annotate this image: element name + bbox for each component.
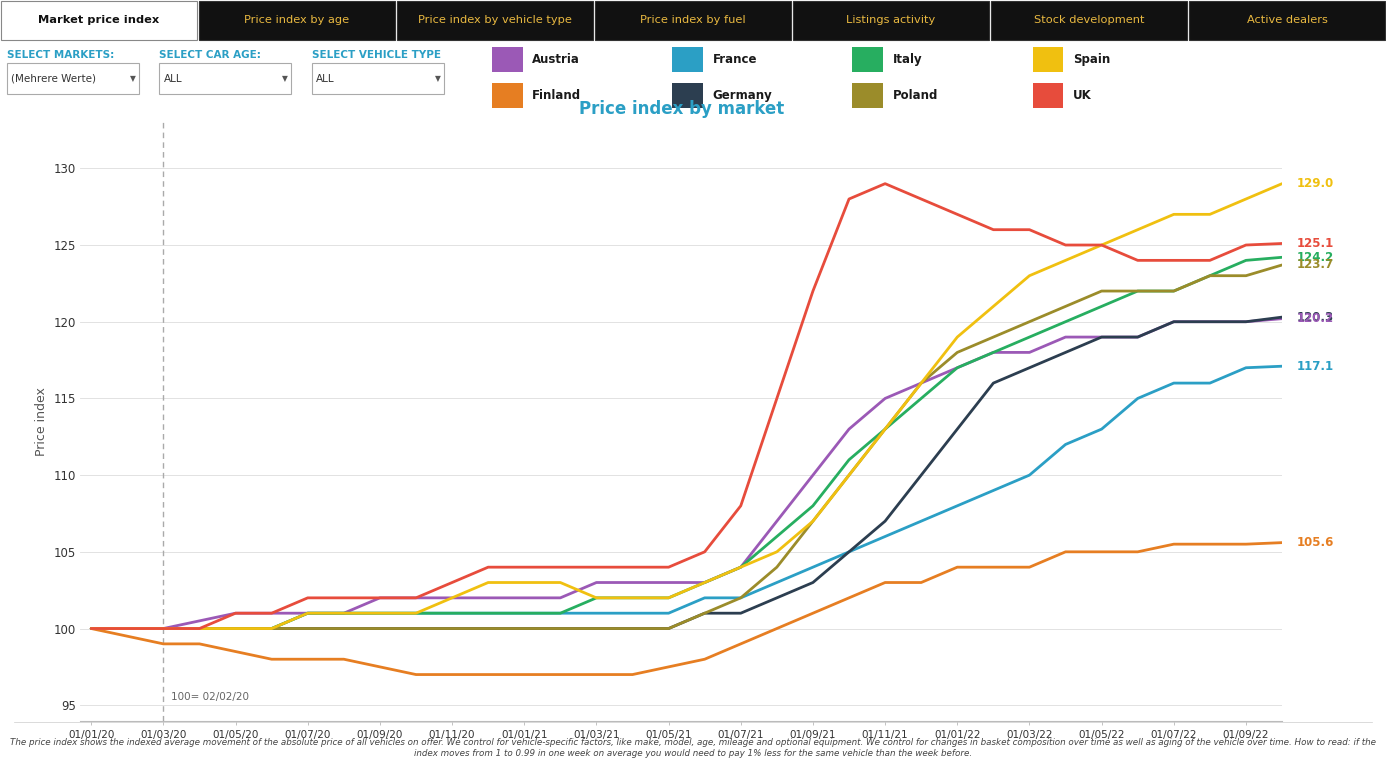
Text: ALL: ALL (316, 74, 334, 84)
Text: 120.2: 120.2 (1296, 312, 1333, 325)
Text: SELECT CAR AGE:: SELECT CAR AGE: (159, 51, 262, 60)
Text: ▼: ▼ (130, 75, 136, 83)
Text: 100= 02/02/20: 100= 02/02/20 (170, 693, 248, 702)
Text: Poland: Poland (893, 89, 938, 102)
Text: UK: UK (1073, 89, 1092, 102)
Bar (1, 1, 197, 40)
Bar (852, 83, 883, 108)
Bar (1033, 47, 1063, 72)
Bar (1189, 1, 1385, 40)
Bar (1033, 83, 1063, 108)
Bar (492, 47, 523, 72)
Text: 129.0: 129.0 (1296, 177, 1333, 190)
Bar (596, 1, 790, 40)
Title: Price index by market: Price index by market (578, 100, 784, 118)
Bar (7, 63, 139, 94)
Text: Market price index: Market price index (39, 16, 159, 25)
Text: 124.2: 124.2 (1296, 251, 1333, 264)
Bar (200, 1, 395, 40)
Text: Spain: Spain (1073, 53, 1110, 65)
Bar (793, 1, 988, 40)
Text: ▼: ▼ (435, 75, 441, 83)
Text: SELECT MARKETS:: SELECT MARKETS: (7, 51, 114, 60)
Text: Italy: Italy (893, 53, 922, 65)
Bar (492, 83, 523, 108)
Text: 125.1: 125.1 (1296, 237, 1333, 250)
Text: Price index by fuel: Price index by fuel (640, 16, 746, 25)
Y-axis label: Price index: Price index (35, 387, 49, 456)
Text: 117.1: 117.1 (1296, 360, 1333, 372)
Bar (991, 1, 1186, 40)
Text: Finland: Finland (532, 89, 581, 102)
Bar (672, 83, 703, 108)
Text: ▼: ▼ (283, 75, 288, 83)
Bar (672, 47, 703, 72)
Text: Austria: Austria (532, 53, 581, 65)
Text: 123.7: 123.7 (1296, 259, 1333, 271)
Text: Price index by vehicle type: Price index by vehicle type (419, 16, 572, 25)
Bar (159, 63, 291, 94)
Text: France: France (712, 53, 757, 65)
Text: ALL: ALL (164, 74, 182, 84)
Text: (Mehrere Werte): (Mehrere Werte) (11, 74, 96, 84)
Text: 105.6: 105.6 (1296, 536, 1333, 549)
Text: Listings activity: Listings activity (847, 16, 936, 25)
Bar (852, 47, 883, 72)
Text: The price index shows the indexed average movement of the absolute price of all : The price index shows the indexed averag… (10, 738, 1376, 757)
Text: SELECT VEHICLE TYPE: SELECT VEHICLE TYPE (312, 51, 441, 60)
Text: Germany: Germany (712, 89, 772, 102)
Bar (398, 1, 593, 40)
Bar (312, 63, 444, 94)
Text: Stock development: Stock development (1034, 16, 1145, 25)
Text: 120.3: 120.3 (1296, 311, 1333, 323)
Text: Price index by age: Price index by age (244, 16, 349, 25)
Text: Active dealers: Active dealers (1246, 16, 1328, 25)
